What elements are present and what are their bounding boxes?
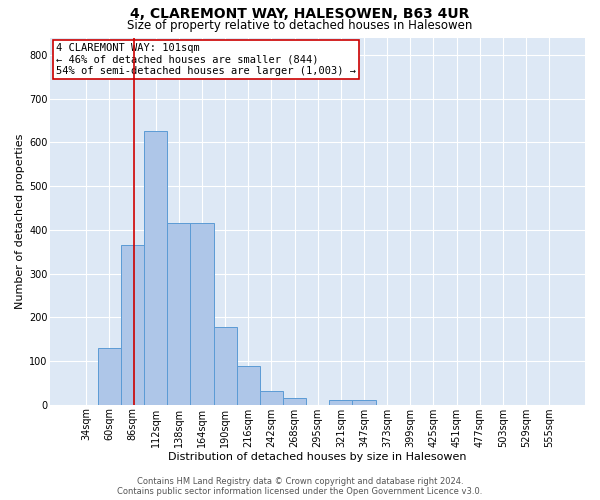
Bar (352, 400, 376, 404)
Text: Size of property relative to detached houses in Halesowen: Size of property relative to detached ho… (127, 19, 473, 32)
Bar (214, 327, 237, 404)
Bar (98, 348, 121, 405)
Bar (190, 224, 214, 404)
Bar (167, 224, 190, 404)
Bar (237, 366, 260, 405)
Bar (144, 132, 167, 404)
X-axis label: Distribution of detached houses by size in Halesowen: Distribution of detached houses by size … (169, 452, 467, 462)
Text: 4, CLAREMONT WAY, HALESOWEN, B63 4UR: 4, CLAREMONT WAY, HALESOWEN, B63 4UR (130, 8, 470, 22)
Text: 4 CLAREMONT WAY: 101sqm
← 46% of detached houses are smaller (844)
54% of semi-d: 4 CLAREMONT WAY: 101sqm ← 46% of detache… (56, 43, 356, 76)
Text: Contains HM Land Registry data © Crown copyright and database right 2024.
Contai: Contains HM Land Registry data © Crown c… (118, 476, 482, 496)
Y-axis label: Number of detached properties: Number of detached properties (15, 134, 25, 309)
Bar (283, 398, 306, 404)
Bar (121, 245, 144, 404)
Bar (329, 400, 352, 404)
Bar (260, 390, 283, 404)
